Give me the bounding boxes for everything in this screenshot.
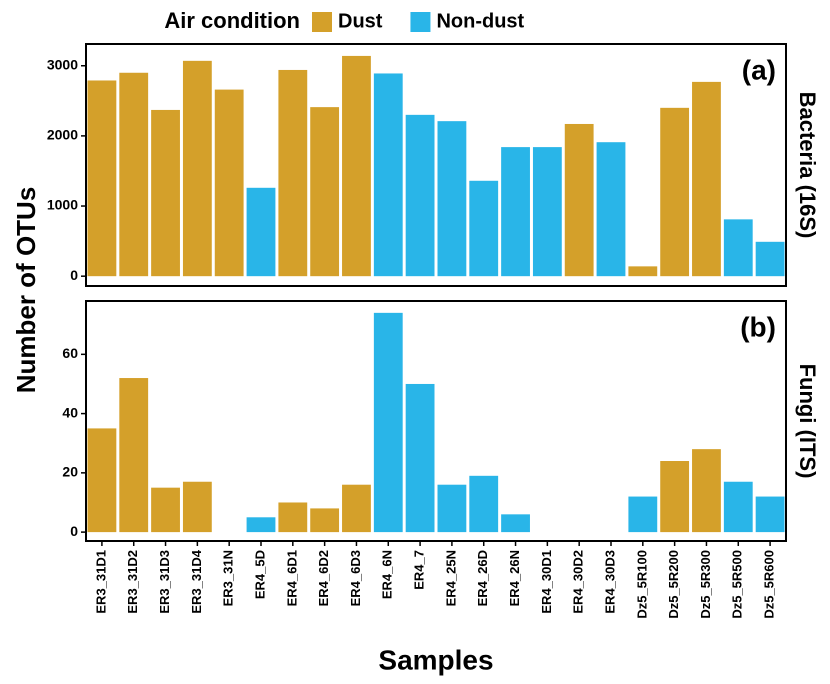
x-tick-label: ER4_30D2: [571, 550, 586, 614]
x-tick-label: ER4_30D3: [602, 550, 617, 614]
y-tick-label: 60: [62, 345, 78, 361]
bar: [596, 142, 626, 277]
bar: [755, 241, 785, 277]
bar: [501, 514, 530, 533]
bar: [469, 475, 499, 533]
x-tick-label: ER4_6D2: [316, 550, 331, 606]
x-tick-label: ER3_31D1: [93, 550, 108, 614]
bar: [87, 80, 117, 277]
x-tick-label: Dz5_5R200: [666, 550, 681, 619]
panel-border: [85, 43, 787, 287]
y-tick-label: 0: [70, 523, 78, 539]
bar: [660, 461, 690, 533]
bar: [246, 187, 276, 277]
bar: [405, 383, 435, 533]
bar: [501, 147, 530, 277]
bar: [182, 60, 212, 277]
x-axis-label: Samples: [378, 644, 493, 675]
strip-label: Fungi (ITS): [795, 364, 820, 479]
bar: [755, 496, 785, 533]
x-tick-label: ER3_31D3: [157, 550, 172, 614]
x-tick-label: ER4_7: [412, 550, 427, 590]
strip-label: Bacteria (16S): [795, 92, 820, 239]
panel-border: [85, 300, 787, 542]
bar: [151, 109, 180, 277]
bar: [310, 508, 340, 533]
legend-swatch: [312, 12, 332, 32]
x-tick-label: Dz5_5R600: [762, 550, 777, 619]
y-tick-label: 0: [70, 267, 78, 283]
bar: [151, 487, 180, 533]
bar: [405, 114, 435, 277]
legend-title: Air condition: [164, 8, 300, 33]
x-tick-label: ER3_31N: [221, 550, 236, 606]
legend-swatch: [410, 12, 431, 32]
legend-label: Non-dust: [436, 10, 524, 32]
panel-label: (b): [740, 311, 776, 342]
y-tick-label: 3000: [47, 56, 78, 72]
x-tick-label: ER4_30D1: [539, 550, 554, 614]
legend-label: Dust: [338, 10, 383, 32]
bar: [373, 73, 403, 277]
x-tick-label: ER4_26N: [507, 550, 522, 606]
bar: [723, 219, 753, 277]
bar: [437, 484, 467, 533]
x-tick-label: Dz5_5R300: [698, 550, 713, 619]
x-tick-label: ER4_6D3: [348, 550, 363, 606]
x-tick-label: ER4_25N: [443, 550, 458, 606]
x-tick-label: Dz5_5R500: [730, 550, 745, 619]
bar: [532, 147, 562, 277]
y-tick-label: 20: [62, 464, 78, 480]
bar: [723, 481, 753, 533]
bar: [469, 180, 499, 277]
x-tick-label: ER3_31D4: [189, 549, 204, 613]
bar: [342, 55, 371, 277]
panel-label: (a): [742, 54, 776, 85]
bar: [182, 481, 212, 533]
bar: [278, 69, 308, 277]
bar: [119, 72, 149, 277]
x-tick-label: ER3_31D2: [125, 550, 140, 614]
bar: [278, 502, 308, 533]
bar: [246, 517, 276, 533]
bar: [564, 123, 594, 277]
y-tick-label: 1000: [47, 197, 78, 213]
bar: [660, 107, 690, 277]
x-tick-label: Dz5_5R100: [634, 550, 649, 619]
bar: [628, 266, 658, 277]
bar: [214, 89, 244, 277]
y-tick-label: 2000: [47, 127, 78, 143]
y-tick-label: 40: [62, 404, 78, 420]
bar: [342, 484, 371, 533]
bar: [692, 449, 721, 533]
bar: [119, 378, 149, 533]
y-axis-label: Number of OTUs: [11, 187, 41, 394]
x-tick-label: ER4_26D: [475, 550, 490, 606]
bar: [373, 312, 403, 533]
x-tick-label: ER4_6D1: [284, 550, 299, 606]
bar: [437, 121, 467, 277]
bar: [310, 107, 340, 277]
x-tick-label: ER4_6N: [380, 550, 395, 599]
bar: [692, 81, 721, 277]
bar: [87, 428, 117, 533]
bar: [628, 496, 658, 533]
x-tick-label: ER4_5D: [252, 550, 267, 599]
